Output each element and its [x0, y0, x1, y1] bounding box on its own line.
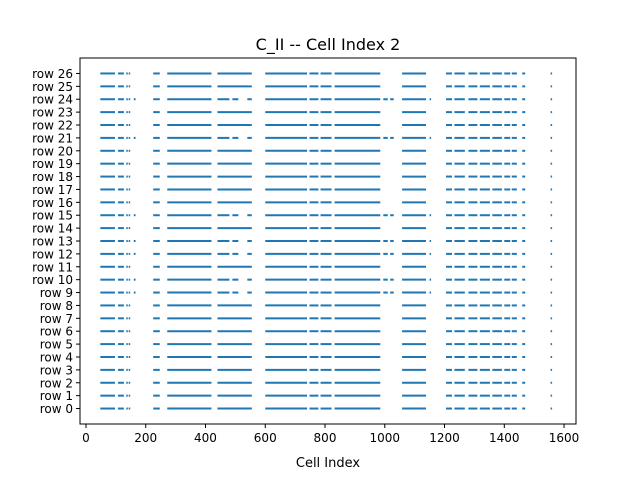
y-tick-label-13: row 13 — [32, 235, 73, 249]
y-tick-label-10: row 10 — [32, 273, 73, 287]
y-tick-label-18: row 18 — [32, 170, 73, 184]
y-tick-label-15: row 15 — [32, 209, 73, 223]
y-tick-label-24: row 24 — [32, 93, 73, 107]
y-tick-label-23: row 23 — [32, 106, 73, 120]
x-tick-label-2: 400 — [194, 431, 217, 445]
y-tick-label-6: row 6 — [40, 325, 73, 339]
y-tick-label-19: row 19 — [32, 157, 73, 171]
y-tick-label-25: row 25 — [32, 80, 73, 94]
y-tick-label-2: row 2 — [40, 376, 73, 390]
y-tick-label-8: row 8 — [40, 299, 73, 313]
y-tick-label-11: row 11 — [32, 260, 73, 274]
x-tick-label-4: 800 — [314, 431, 337, 445]
data-marks — [100, 72, 553, 410]
y-tick-label-26: row 26 — [32, 67, 73, 81]
x-axis: 0 200 400 600 800 1000 1200 1400 1600 — [82, 424, 579, 445]
y-tick-label-14: row 14 — [32, 222, 73, 236]
y-tick-label-5: row 5 — [40, 338, 73, 352]
x-tick-label-7: 1400 — [489, 431, 520, 445]
x-tick-label-6: 1200 — [429, 431, 460, 445]
y-tick-label-1: row 1 — [40, 389, 73, 403]
y-tick-label-0: row 0 — [40, 402, 73, 416]
y-tick-label-20: row 20 — [32, 144, 73, 158]
y-tick-label-12: row 12 — [32, 247, 73, 261]
y-tick-label-9: row 9 — [40, 286, 73, 300]
x-tick-label-3: 600 — [254, 431, 277, 445]
x-tick-label-0: 0 — [82, 431, 90, 445]
x-tick-label-5: 1000 — [369, 431, 400, 445]
y-tick-label-4: row 4 — [40, 350, 73, 364]
x-tick-label-8: 1600 — [549, 431, 580, 445]
chart-title: C_II -- Cell Index 2 — [256, 35, 401, 55]
y-tick-label-7: row 7 — [40, 312, 73, 326]
y-tick-label-17: row 17 — [32, 183, 73, 197]
y-tick-label-16: row 16 — [32, 196, 73, 210]
y-tick-label-3: row 3 — [40, 363, 73, 377]
y-tick-label-21: row 21 — [32, 131, 73, 145]
x-axis-label: Cell Index — [296, 456, 361, 471]
y-tick-label-22: row 22 — [32, 119, 73, 133]
x-tick-label-1: 200 — [134, 431, 157, 445]
